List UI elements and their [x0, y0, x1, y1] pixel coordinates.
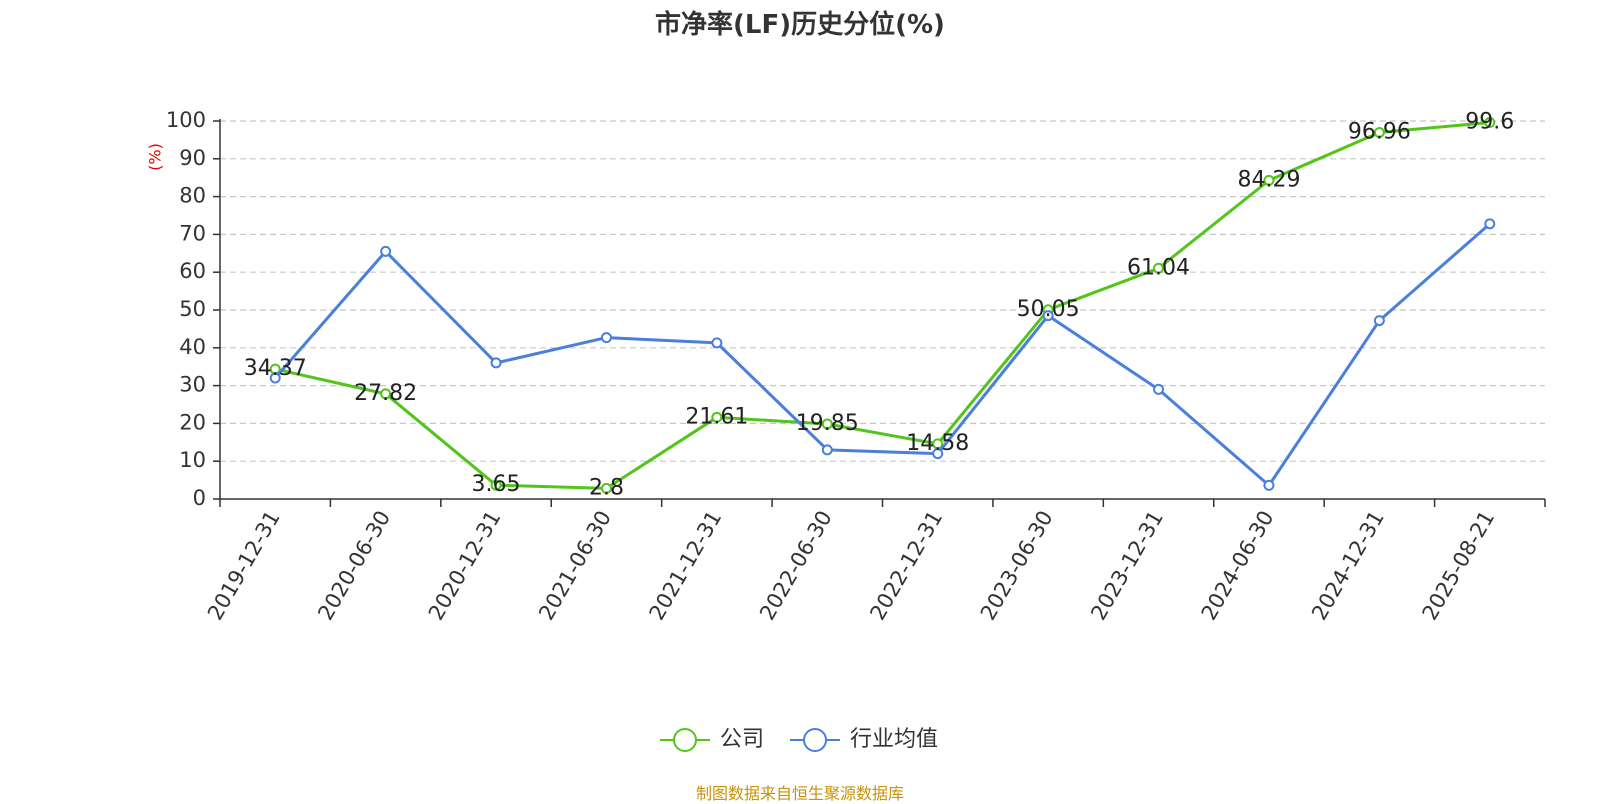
data-label: 99.6 — [1465, 110, 1514, 135]
x-tick-label-2023-06-30: 2023-06-30 — [976, 507, 1058, 625]
x-tick-label-2020-06-30: 2020-06-30 — [313, 507, 395, 625]
x-tick-label-2025-08-21: 2025-08-21 — [1418, 507, 1500, 625]
y-tick-label-60: 60 — [179, 259, 206, 283]
y-tick-label-70: 70 — [179, 221, 206, 245]
x-tick-label-2024-12-31: 2024-12-31 — [1307, 507, 1389, 625]
y-axis-label: (%) — [146, 143, 165, 171]
y-tick-label-100: 100 — [166, 108, 206, 132]
y-tick-label-10: 10 — [179, 448, 206, 472]
series-0-point — [490, 479, 502, 491]
series-1-point — [600, 332, 612, 344]
series-1-point — [269, 372, 281, 384]
data-label: 3.65 — [472, 472, 521, 497]
chart-title: 市净率(LF)历史分位(%) — [655, 10, 945, 40]
legend-label: 行业均值 — [850, 727, 938, 752]
series-line-0 — [274, 121, 1490, 490]
series-1-point — [1263, 479, 1275, 491]
data-label: 27.82 — [354, 381, 417, 406]
legend-item-0[interactable]: 公司 — [660, 727, 764, 752]
x-tick-label-2020-12-31: 2020-12-31 — [424, 506, 506, 624]
data-labels: 34.37 27.82 3.65 2.8 21.61 19.85 14.58 50.05 61.… — [244, 110, 1515, 501]
series-0-point — [711, 411, 723, 423]
source-note: 制图数据来自恒生聚源数据库 — [695, 784, 904, 803]
series-0-point — [1153, 262, 1165, 274]
x-tick-label-2021-12-31: 2021-12-31 — [645, 507, 727, 625]
series-1-point — [932, 448, 944, 460]
legend-marker-icon — [803, 728, 827, 752]
y-tick-label-20: 20 — [179, 410, 206, 434]
y-tick-label-50: 50 — [179, 297, 206, 321]
series-0-point — [1484, 117, 1496, 129]
data-label: 21.61 — [685, 404, 748, 429]
x-tick-label-2022-06-30: 2022-06-30 — [755, 507, 837, 625]
x-tick-label-2021-06-30: 2021-06-30 — [534, 507, 616, 625]
series-1-point — [490, 357, 502, 369]
data-label: 84.29 — [1237, 167, 1300, 192]
series-1-point — [821, 444, 833, 456]
y-tick-label-40: 40 — [179, 335, 206, 359]
data-label: 50.05 — [1017, 297, 1080, 322]
series-0-point — [821, 418, 833, 430]
grid-lines — [220, 120, 1545, 462]
series-line-1 — [274, 222, 1491, 487]
data-label: 2.8 — [589, 475, 624, 500]
x-tick-label-2019-12-31: 2019-12-31 — [203, 507, 285, 625]
y-tick-label-0: 0 — [193, 486, 206, 510]
data-label: 14.58 — [906, 431, 969, 456]
y-tick-label-90: 90 — [179, 146, 206, 170]
y-tick-label-80: 80 — [179, 184, 206, 208]
data-label: 19.85 — [796, 411, 859, 436]
legend-label: 公司 — [720, 727, 764, 752]
series-1-point — [1373, 315, 1385, 327]
axes: 0 10 20 30 40 50 60 70 80 90 100(%) 2019-12-31 2020-… — [146, 108, 1546, 624]
series-1-point — [1484, 218, 1496, 230]
series-0-point — [380, 388, 392, 400]
data-label: 34.37 — [244, 356, 307, 381]
series-1-point — [1042, 310, 1054, 322]
x-tick-label-2024-06-30: 2024-06-30 — [1197, 507, 1279, 625]
x-tick-label-2023-12-31: 2023-12-31 — [1086, 507, 1168, 625]
series-1-point — [1153, 383, 1165, 395]
series-0-point — [1373, 126, 1385, 138]
data-label: 61.04 — [1127, 255, 1190, 280]
x-tick-label-2022-12-31: 2022-12-31 — [865, 506, 947, 624]
series-0-point — [600, 482, 612, 494]
y-tick-label-30: 30 — [179, 373, 206, 397]
legend-item-1[interactable]: 行业均值 — [790, 727, 938, 752]
data-label: 96.96 — [1348, 119, 1411, 144]
legend-marker-icon — [673, 728, 697, 752]
series-lines — [269, 117, 1496, 494]
legend[interactable]: 公司 行业均值 — [660, 727, 938, 752]
series-1-point — [380, 245, 392, 257]
series-0-point — [1263, 174, 1275, 186]
series-1-point — [711, 337, 723, 349]
